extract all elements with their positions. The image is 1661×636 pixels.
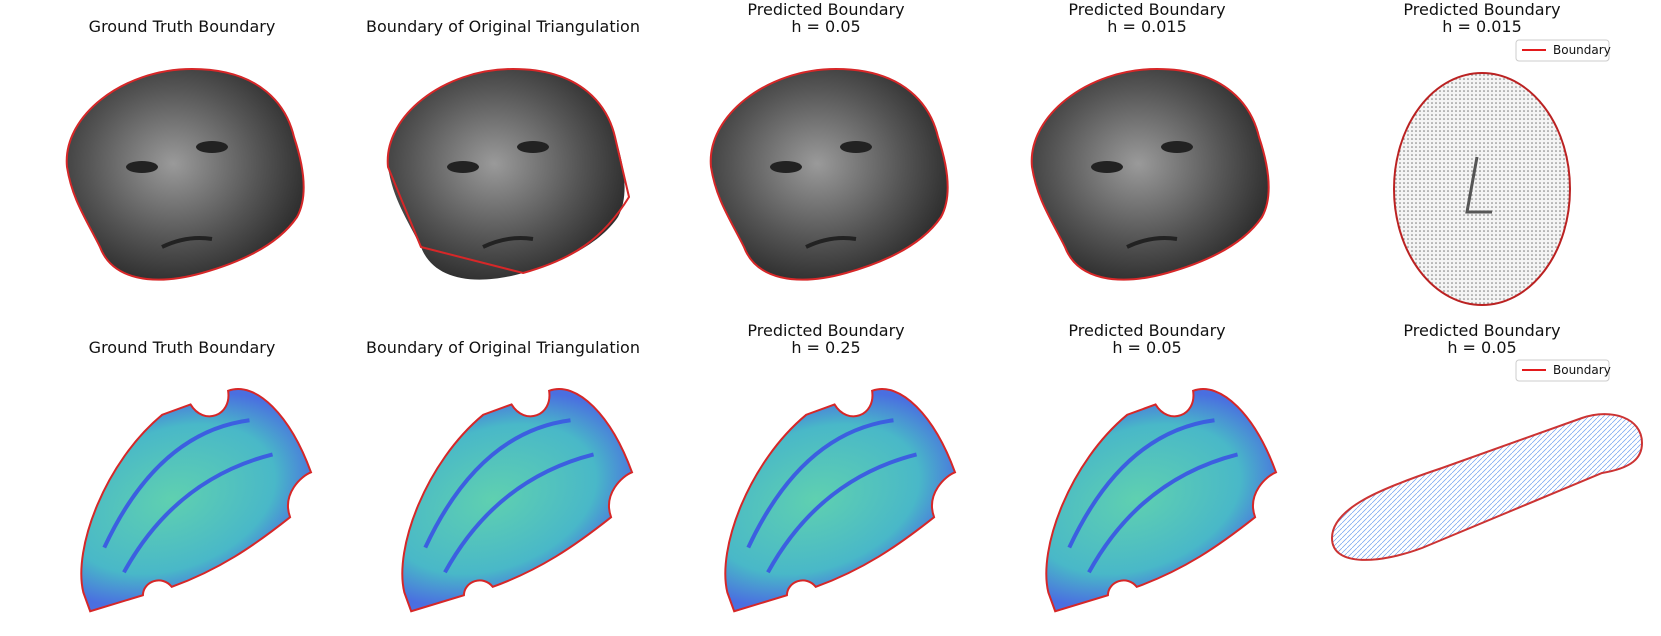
panel-title: Predicted Boundary <box>1403 0 1560 19</box>
car-points <box>1046 389 1277 612</box>
face-points <box>1393 72 1571 306</box>
panel-title: Predicted Boundary <box>747 0 904 19</box>
panel-title: Predicted Boundary <box>747 321 904 340</box>
mouth <box>161 236 213 249</box>
nose <box>1465 156 1492 214</box>
panel-image <box>709 67 949 281</box>
eye <box>1161 141 1193 153</box>
panel-title: h = 0.25 <box>791 338 860 357</box>
eye <box>196 141 228 153</box>
panel-image <box>80 388 313 613</box>
panel-title: h = 0.05 <box>791 17 860 36</box>
panel-title: Ground Truth Boundary <box>89 338 276 357</box>
panel-image <box>65 67 305 281</box>
legend-label: Boundary <box>1553 43 1611 57</box>
panel-title: h = 0.015 <box>1442 17 1522 36</box>
panel-title: Boundary of Original Triangulation <box>366 17 640 36</box>
mouth <box>1126 236 1178 249</box>
car-groove <box>746 418 918 574</box>
panel-image <box>386 67 631 280</box>
boundary <box>1030 67 1270 281</box>
boundary <box>401 388 634 613</box>
panel-image <box>1045 388 1278 613</box>
legend-label: Boundary <box>1553 363 1611 377</box>
car-groove <box>423 418 595 574</box>
eye <box>447 161 479 173</box>
panel-title: Ground Truth Boundary <box>89 17 276 36</box>
boundary <box>386 67 631 275</box>
panel-title: Predicted Boundary <box>1403 321 1560 340</box>
panel-title: h = 0.05 <box>1112 338 1181 357</box>
panel-image <box>1030 67 1270 281</box>
car-points <box>81 389 312 612</box>
legend-box <box>1515 39 1610 62</box>
panel-image <box>401 388 634 613</box>
panel-title: Predicted Boundary <box>1068 321 1225 340</box>
car-groove <box>1067 418 1239 574</box>
car-points <box>725 389 956 612</box>
mouth <box>482 236 534 249</box>
eye <box>770 161 802 173</box>
face-points <box>66 69 304 280</box>
boundary <box>65 67 305 281</box>
legend-box <box>1515 359 1610 382</box>
boundary <box>1045 388 1278 613</box>
eye <box>1091 161 1123 173</box>
boundary <box>724 388 957 613</box>
panel-image <box>1393 72 1571 306</box>
panel-title: h = 0.015 <box>1107 17 1187 36</box>
boundary <box>709 67 949 281</box>
panel-image <box>1330 413 1644 561</box>
eye <box>517 141 549 153</box>
face-points <box>387 69 625 280</box>
panel-title: Predicted Boundary <box>1068 0 1225 19</box>
eye <box>126 161 158 173</box>
car-groove <box>102 418 274 574</box>
eye <box>840 141 872 153</box>
mouth <box>805 236 857 249</box>
car-points <box>402 389 633 612</box>
panel-title: h = 0.05 <box>1447 338 1516 357</box>
face-points <box>710 69 948 280</box>
boundary <box>80 388 313 613</box>
panel-image <box>724 388 957 613</box>
face-points <box>1031 69 1269 280</box>
car-points <box>1330 413 1644 561</box>
panel-title: Boundary of Original Triangulation <box>366 338 640 357</box>
